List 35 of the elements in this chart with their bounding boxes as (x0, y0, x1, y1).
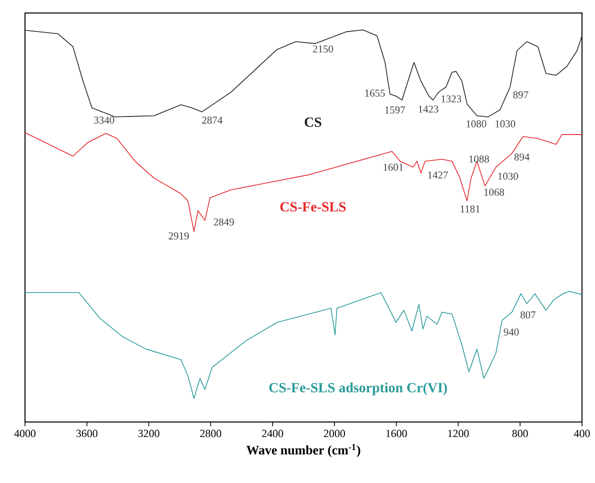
series-label: CS-Fe-SLS (280, 202, 346, 212)
annotation: 2874 (202, 116, 222, 124)
x-tick-label: 3200 (138, 430, 160, 438)
series-label: CS-Fe-SLS adsorption Cr(VI) (269, 382, 447, 396)
x-tick-label: 3600 (76, 430, 98, 438)
annotation: 2919 (168, 232, 189, 240)
annotation: 1030 (496, 120, 516, 128)
annotation: 1323 (442, 95, 462, 102)
annotation: 1423 (418, 106, 438, 113)
text: CS (304, 118, 322, 127)
x-tick-label: 1600 (386, 430, 407, 438)
x-tick-label: 2800 (200, 430, 222, 438)
x-tick-label: 800 (512, 430, 528, 438)
annotation: 1655 (365, 90, 385, 97)
annotation: 1068 (484, 188, 504, 196)
annotation: 1601 (384, 164, 403, 171)
annotation: 940 (504, 328, 519, 336)
x-tick-label: 4000 (14, 430, 36, 438)
annotation: 2150 (312, 45, 334, 53)
x-tick-label: 400 (574, 430, 590, 438)
annotation: 894 (514, 153, 530, 161)
annotation: 3340 (94, 116, 114, 124)
x-axis-title: Wave number (cm$^{-1}$) (246, 444, 360, 458)
annotation: 1088 (469, 155, 490, 163)
annotation: 1080 (466, 120, 486, 128)
annotation: 1427 (428, 172, 448, 178)
x-tick-label: 2400 (262, 430, 284, 438)
annotation: 1181 (460, 205, 480, 212)
annotation: 1597 (385, 106, 405, 114)
annotation: 1030 (498, 172, 518, 180)
annotation: 2849 (214, 218, 234, 226)
x-tick-label: 2000 (324, 430, 345, 438)
annotation: 897 (513, 91, 528, 98)
annotation: 807 (520, 311, 536, 318)
x-tick-label: 1200 (448, 430, 469, 438)
